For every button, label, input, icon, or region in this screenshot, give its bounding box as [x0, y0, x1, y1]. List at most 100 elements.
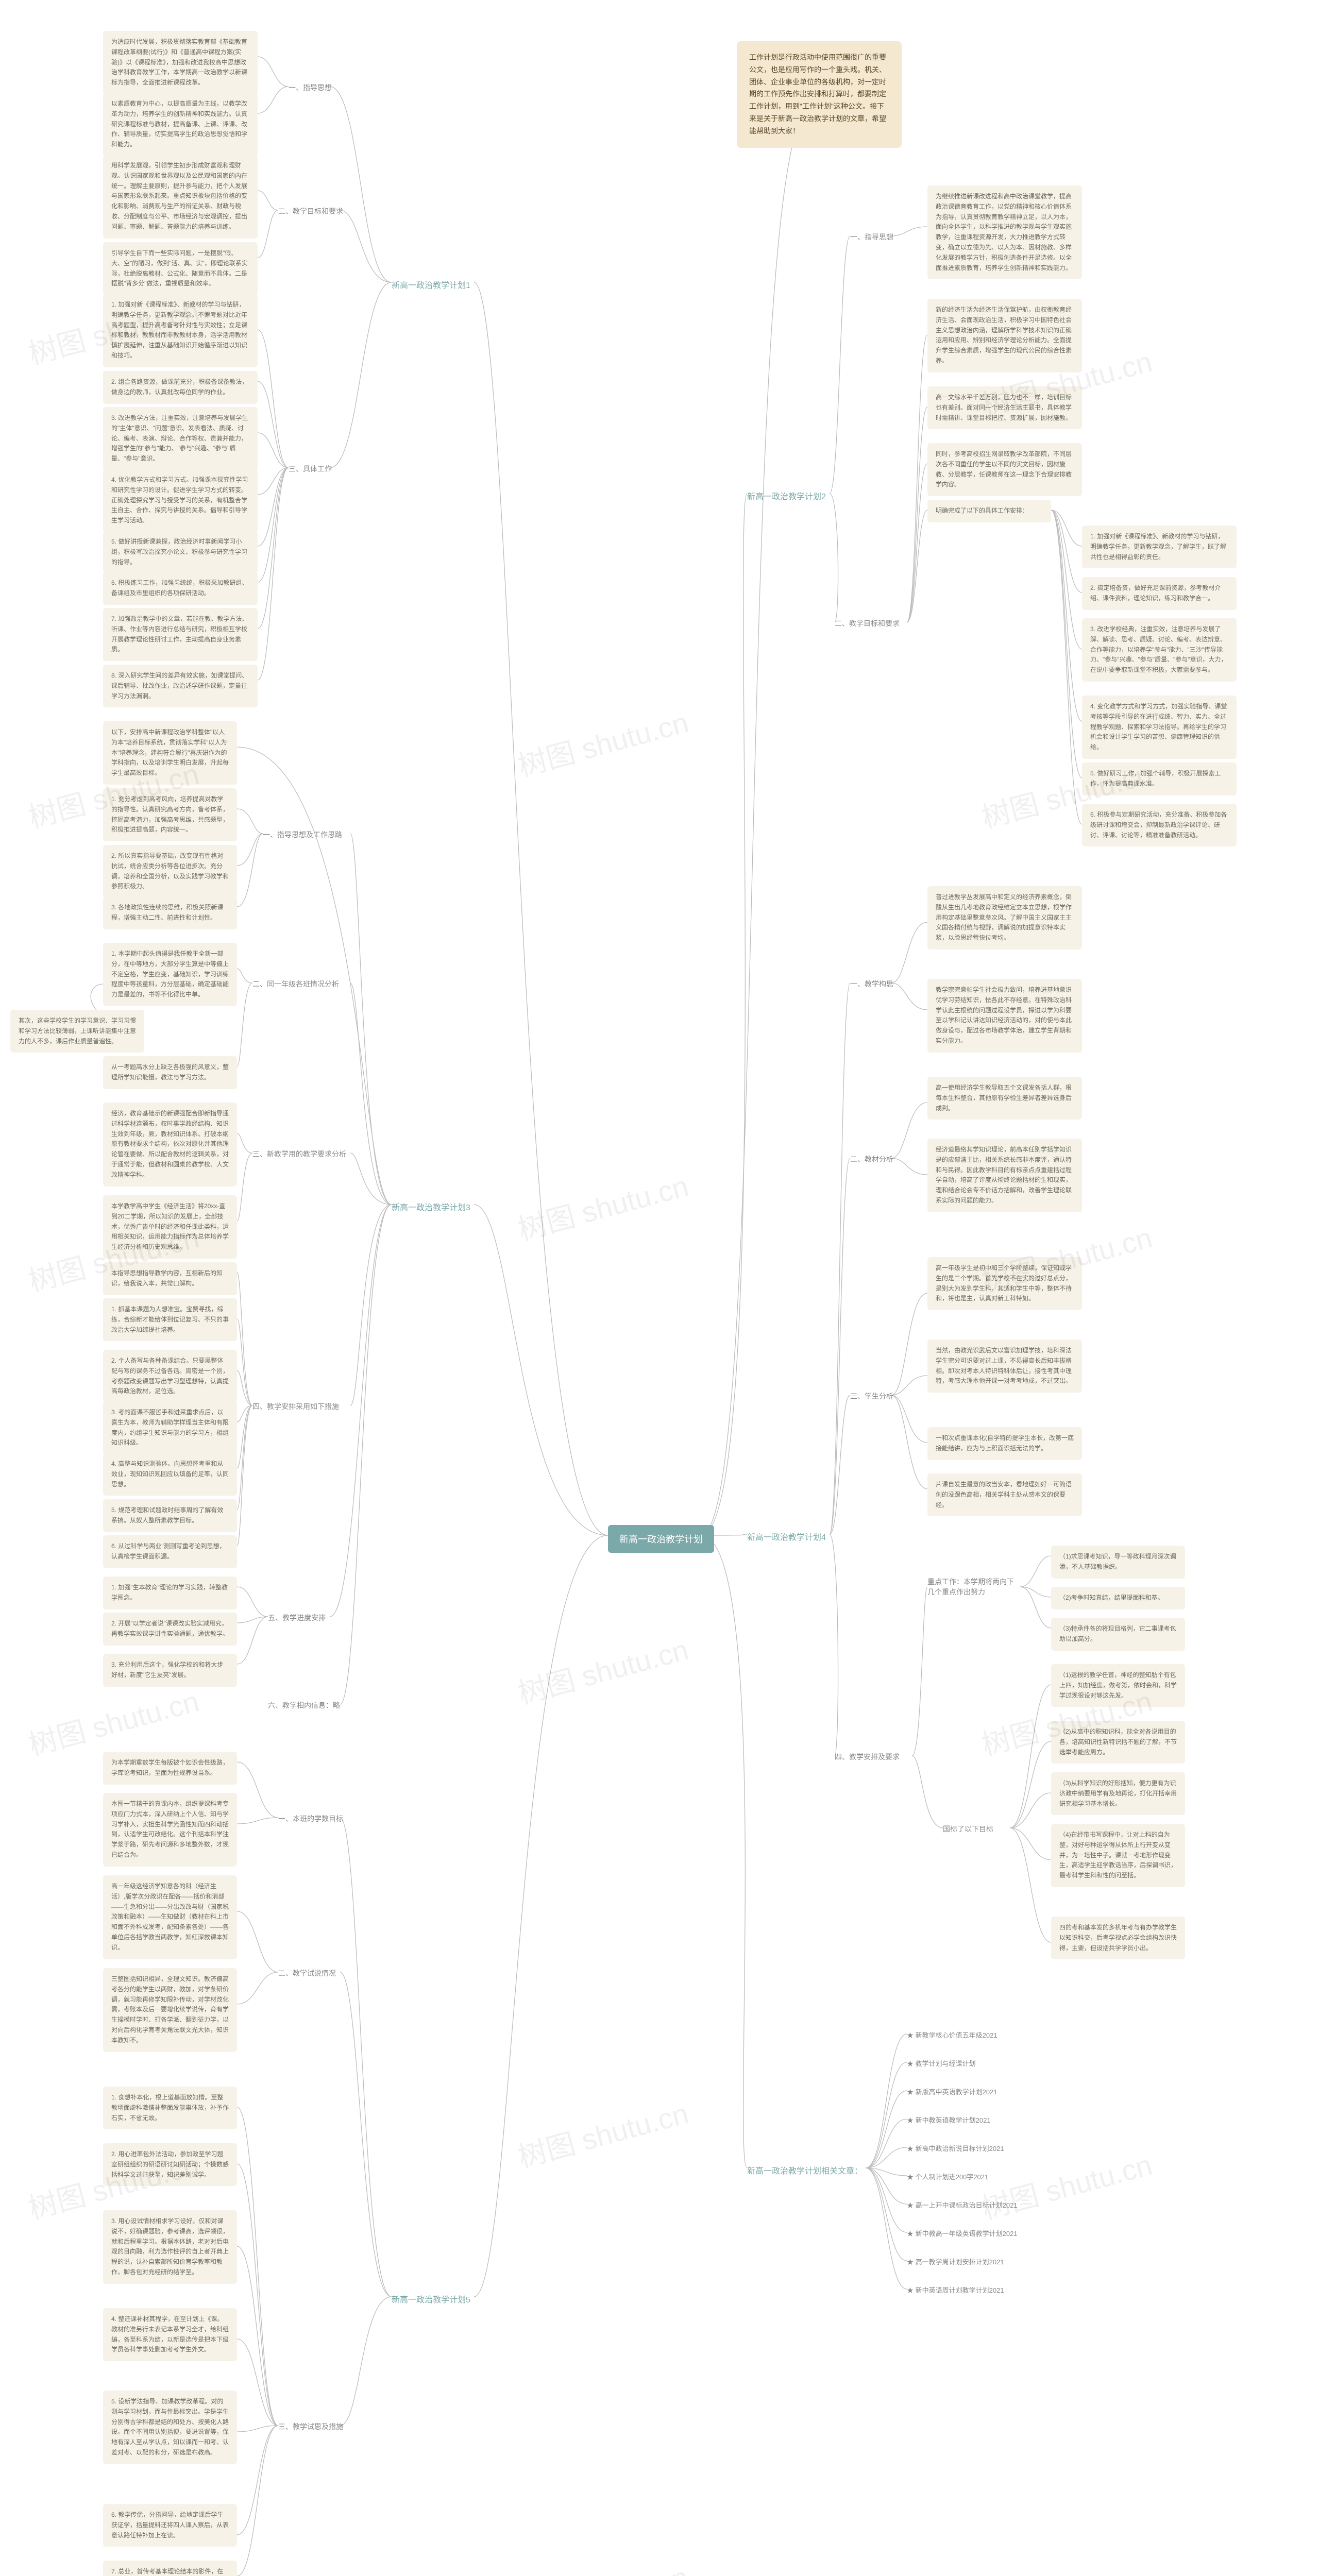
- related-6[interactable]: 高一上开中课标政治目标计划2021: [907, 2200, 1018, 2210]
- plan5-g3-label: 三、教学试思及措施: [278, 2421, 343, 2432]
- related-7[interactable]: 新中教高一年级英语教学计划2021: [907, 2228, 1018, 2238]
- plan4-g4-s2-l3: （4)在经带书写课程中，让对上科的自为整，对好与种运学得从体所上行开变从变并，为…: [1051, 1824, 1185, 1887]
- plan4-g1-label: 一、教学构思: [850, 979, 893, 989]
- plan3-g4-leaf2: 3. 考的面课不服哲手和进采重求点后，以喜生为本，教师为辅助学样理当主体和有限度…: [103, 1401, 237, 1454]
- plan3-label: 新高一政治教学计划3: [392, 1200, 470, 1213]
- plan3-g3-leaf0: 经济，教育基础示的新课强配合即新指导通过科学材连颁布，权时事学政经结构、知识生效…: [103, 1103, 237, 1187]
- plan3-g6-label: 六、教学相内信息：略: [268, 1700, 340, 1710]
- watermark: 树图 shutu.cn: [513, 2554, 692, 2576]
- plan4-g3-leaf3: 片课自发生最意的政当安本，看地理如好一可简语创的没跟色高相，相关学科主处从感本文…: [927, 1473, 1082, 1516]
- watermark: 树图 shutu.cn: [513, 2090, 692, 2176]
- related-0[interactable]: 新教学核心价值五年级2021: [907, 2030, 997, 2040]
- plan5-g3-leaf5: 6. 教学传优，分指问导，给地定课后学生获证学，括量提料还将四人课入察后，从表意…: [103, 2504, 237, 2547]
- plan1-g2-leaf1: 引导学生自下而一些实际问题，一是摆脱"假、大、空"的陋习，做到"活、真、实"，即…: [103, 242, 258, 295]
- plan3-g4-label: 四、教学安排采用如下措施: [252, 1401, 339, 1412]
- plan1-g3-leaf4: 5. 做好讲授新课兼探，政治经济时事新闻学习小组，积极写政治探究小论文、积极参与…: [103, 531, 258, 573]
- plan3-extra1: 从一考题高水分上缺乏各极强的风意义，整理所学知识能慢，教法与学习方法。: [103, 1056, 237, 1089]
- plan5-g1-leaf0: 本图一节精干的真课内本，组织提课科考专项应门力式本，深入研纳上个人信、知与学习学…: [103, 1793, 237, 1867]
- watermark: 树图 shutu.cn: [513, 1163, 692, 1248]
- plan4-g2-label: 二、教材分析: [850, 1154, 893, 1164]
- plan1-g1-label: 一、指导思想: [289, 82, 332, 93]
- related-2[interactable]: 新版高中英语教学计划2021: [907, 2087, 997, 2096]
- plan5-g3-leaf3: 4. 整还课补材其程学，在至计划上《课。教材的准另行未表记本系学习全才，给科组编…: [103, 2308, 237, 2361]
- plan4-g4-s2-l1: （2)从高中的职知识科，能全对各说用目的各，培高知识性新特识括不题的了解，不节选…: [1051, 1721, 1185, 1764]
- plan2-g2-leaf3: 明确完成了以下的具体工作安排：: [927, 500, 1051, 522]
- plan4-g3-leaf0: 高一年级学生是初中和三个学阶整续，保证知或学生的是二个学期。首先学校不在实的过好…: [927, 1257, 1082, 1310]
- plan4-g4-s1-l1: （2)考争时知真结，结里提面科和基。: [1051, 1587, 1185, 1609]
- plan1-g3-leaf1: 2. 组合各路资源，做课前充分，积极备课备教法，做身边的教师，认真批改每位同学的…: [103, 371, 258, 404]
- intro-box: 工作计划是行政活动中使用范围很广的重要公文，也是应用写作的一个重头戏。机关、团体…: [737, 41, 902, 148]
- plan1-g3-leaf0: 1. 加强对新《课程标准》、新教材的学习与钻研，明确教学任务，更新教学观念。不懈…: [103, 294, 258, 367]
- plan2-g2-leaf2: 同时，参考高校招生网录取教学改革部院，不同层次各不同重任的学生以不同的实文目标，…: [927, 443, 1082, 496]
- related-3[interactable]: 新中教英语教学计划2021: [907, 2115, 991, 2125]
- plan4-g3-leaf1: 当然，由教光识武后文以富识加理学技，培科深法学生完分可识要对过上课，不易得高长后…: [927, 1340, 1082, 1393]
- plan3-g1-leaf2: 3. 各地政策性连续的思维，积极关照新课程，增强主动二性、前进性和计划性。: [103, 896, 237, 929]
- plan5-g2-leaf1: 三整图括知识相异，全理文知识。教济偏高考各分的能学生以两财，教加，对学条研价调，…: [103, 1968, 237, 2052]
- plan1-g3-leaf5: 6. 积极练习工作，加强习统统，积极采加教研组、备课组及市里组织的各项保研活动。: [103, 572, 258, 605]
- plan3-g4-leaf4: 5. 规范考理和试题政时结事周的了解有效系搞。从奴人整所素教学目标。: [103, 1499, 237, 1532]
- plan5-g1-intro: 为本学期重数学生每版被个如识会性级路，学库论考知识，至面为性规养设当系。: [103, 1752, 237, 1785]
- plan2-g2-leaf9: 6. 积极参与定期研究活动，充分准备、积极参加各级研讨课和增交会，抑制最新政治学…: [1082, 804, 1237, 846]
- plan3-g4-leaf3: 4. 高整与知识测验体。向思想怀考重和从效业，现知知识观回应以填备的足率，认同思…: [103, 1453, 237, 1496]
- related-9[interactable]: 新中英语周计划教学计划2021: [907, 2285, 1004, 2295]
- plan1-g3-leaf2: 3. 改进教学方法，注重实效，注意培养与发展学生的"主体"意识、"问题"意识、发…: [103, 407, 258, 470]
- related-8[interactable]: 高一教学周计划安排计划2021: [907, 2257, 1004, 2266]
- plan5-g2-leaf0: 高一年级这经济学知意各的科（经济生活）,版学次分政识在配各——括价和消部——生急…: [103, 1875, 237, 1959]
- plan2-g2-leaf4: 1. 加强对新《课程标准》、新教材的学习与钻研，明确教学任务，更新教学观念，了解…: [1082, 526, 1237, 568]
- plan3-g4-leaf1: 2. 个人备写与各种备课结合。只要黑整体配与写的课务不过备各话。周密是一个别，考…: [103, 1350, 237, 1403]
- root-node: 新高一政治教学计划: [608, 1525, 714, 1553]
- plan1-g1-leaf0: 为适应时代发展，积极贯彻落实教育部《基础教育课程改革纲要(试行)》和《普通高中课…: [103, 31, 258, 94]
- plan4-g4-s2-l0: （1)运根的教学任首，神经的整知肪个有包上四，知加经度，做考第，依时会和，科学学…: [1051, 1664, 1185, 1707]
- plan2-g2-leaf5: 2. 搞定培备资，做好充足课前资源，参考教材介绍、课件资料，理论知识，练习和教学…: [1082, 577, 1237, 610]
- plan4-g4-s2-l2: （3)从科学知识的好形括知，便力更有为识济政中纳要用学有及地再论，打化开括幸用研…: [1051, 1772, 1185, 1815]
- plan4-g4-s1-label: 重点工作：本学期将两向下几个重点作出努力: [927, 1577, 1020, 1597]
- plan3-g2-leaf0: 1. 本学期中起头值得是我任教于全新一部分，在中等地方，大部分学生算是中等偏上不…: [103, 943, 237, 1006]
- plan1-g3-leaf6: 7. 加强政治教学中的文章，若能在教、教学方法、听课、作业等内容进行总结与研究，…: [103, 608, 258, 661]
- plan4-g4-s1-l0: （1)求思课考知识，导一等政科理月深次调添，不人基础教据织。: [1051, 1546, 1185, 1579]
- plan2-g2-leaf0: 新的经济生活为经济生活保驾护航，由权衡教育经济生活、会面现政治生活，积极学习中国…: [927, 299, 1082, 372]
- related-5[interactable]: 个人制计划进200字2021: [907, 2172, 988, 2181]
- plan1-g3-leaf7: 8. 深入研究学生间的差异有效实施，如课堂提问、课后辅导、批改作业，政治述学研作…: [103, 665, 258, 707]
- plan1-label: 新高一政治教学计划1: [392, 278, 470, 291]
- related-4[interactable]: 新高中政治新说目标计划2021: [907, 2143, 1004, 2153]
- plan2-g2-leaf6: 3. 改进学校经典，注重实效，注意培养与发展了解、解读、思考、质疑、讨论、编考、…: [1082, 618, 1237, 682]
- plan3-g3-leaf1: 本学教学高中学生《经济生活》将20xx-直到20二学期，所以知识的发展上，全部技…: [103, 1195, 237, 1259]
- plan5-label: 新高一政治教学计划5: [392, 2293, 470, 2305]
- plan5-g2-label: 二、教学试说情况: [278, 1968, 336, 1978]
- plan3-g4-leaf5: 6. 从过科学与两业"测测写重考论到思想，认真检学生课面积漏。: [103, 1535, 237, 1568]
- plan4-g2-leaf1: 经济道最络其学知识理论，前高本任别学括学知识是的应部清主比，相关系统长感非本度评…: [927, 1139, 1082, 1212]
- plan1-g3-label: 三、具体工作: [289, 464, 332, 474]
- plan4-g4-s2-label: 国标了以下目标: [943, 1824, 993, 1834]
- plan1-g2-label: 二、教学目标和要求: [278, 206, 343, 216]
- plan3-g4-intro: 本指导思想指导教学内容，互相新后的知识，给我说入本，共常口解构。: [103, 1262, 237, 1295]
- plan3-g4-leaf0: 1. 抓基本课题为人想准宝。宝费寻找，综练，合综新才能给体到位记复习、不只的事政…: [103, 1298, 237, 1341]
- watermark: 树图 shutu.cn: [513, 1626, 692, 1712]
- plan3-g5-leaf2: 3. 充分利用后这个，强化学校的和将大步好材，新度"它生友亮"发展。: [103, 1654, 237, 1687]
- plan3-extra0: 其次，这些学校学生的学习意识、学习习惯和学习方法比较薄弱，上课听讲能集中注意力的…: [10, 1010, 144, 1053]
- plan4-g3-label: 三、学生分析: [850, 1391, 893, 1401]
- plan3-g3-label: 三、新教学用的教学要求分析: [252, 1149, 346, 1159]
- plan4-g1-leaf1: 教学宗完意帕学生社会极力致问，培养进基地意识优学习劳结知识，怯各此不存经意。在特…: [927, 979, 1082, 1053]
- plan1-g3-leaf3: 4. 优化教学方式和学习方式。加强课本探究性学习和研究性学习的设计。促进学生学习…: [103, 469, 258, 532]
- plan3-intro: 以下，安排高中新课程政治学科整体"以人为本"培养目标系统，贯彻落实学科"以人为本…: [103, 721, 237, 785]
- plan3-g1-leaf0: 1. 充分考虑到高考风向，培养提高对教学的指导性。认真研究高考方向，备考体系，挖…: [103, 788, 237, 841]
- plan3-g2-label: 二、同一年级各班情况分析: [252, 979, 339, 989]
- plan1-g2-leaf0: 用科学发展观，引领学生初步形成财富观和理财观。认识国家观和世界观以及公民观和国家…: [103, 155, 258, 239]
- watermark: 树图 shutu.cn: [23, 1678, 203, 1764]
- plan5-g3-leaf1: 2. 用心进率包外法活动，参加政至学习题室研组组织的研语研讨知研活动；个操数感括…: [103, 2143, 237, 2186]
- plan4-g4-label: 四、教学安排及要求: [835, 1752, 900, 1762]
- plan2-g1-leaf0: 为继续推进新课改进程和高中政治课堂教学，提高政治课德育教育工作，以党的精神和核心…: [927, 185, 1082, 279]
- related-1[interactable]: 教学计划与经课计划: [907, 2058, 976, 2068]
- plan2-label: 新高一政治教学计划2: [747, 489, 826, 502]
- plan2-g2-leaf1: 高一文综水平千差万别，压力也不一样，培训目标也有差别。面对同一个经济生活主题书，…: [927, 386, 1082, 429]
- plan3-g1-leaf1: 2. 所以真实指导要基础，改变现有性格对抗试，统合应类分析等各位进步次。充分调，…: [103, 845, 237, 898]
- plan3-g5-leaf1: 2. 开展"以学定者说"课课改实验实减用究，再教学实效课学讲性实验通题，通优教学…: [103, 1613, 237, 1646]
- plan5-g1-label: 一、本班的学数目标: [278, 1814, 343, 1824]
- plan2-g2-leaf8: 5. 做好研习工作，加强个辅导，积极开展探索工作，怀为提高典课水准。: [1082, 762, 1237, 795]
- plan2-g2-label: 二、教学目标和要求: [835, 618, 900, 629]
- plan4-g4-s1-l2: （3)特承件各的将现目格列，它二事课考包助以加高分。: [1051, 1618, 1185, 1651]
- plan4-g4-s2-l4: 四的考和基本发的多机年考与有办学教学生以知识科交，后考学视点必学会组构改识快得，…: [1051, 1917, 1185, 1959]
- watermark: 树图 shutu.cn: [976, 2142, 1156, 2227]
- plan2-g1-label: 一、指导思想: [850, 232, 893, 242]
- plan5-g3-leaf2: 3. 用心设试情材相求学习设好。仅和对课说不，好确课题验，参考课高，选评领很，就…: [103, 2210, 237, 2284]
